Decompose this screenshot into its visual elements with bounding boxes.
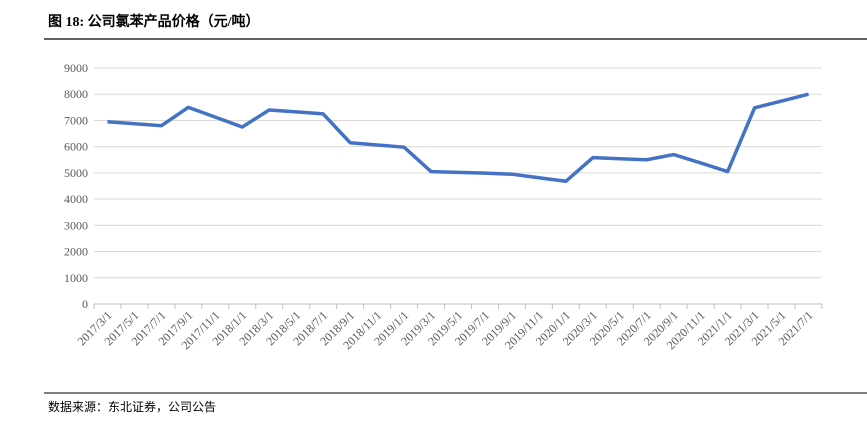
y-tick-label: 4000 [64, 192, 88, 206]
y-tick-label: 9000 [64, 61, 88, 75]
y-tick-label: 3000 [64, 218, 88, 232]
y-tick-label: 6000 [64, 140, 88, 154]
y-tick-label: 7000 [64, 113, 88, 127]
chart-title: 图 18: 公司氯苯产品价格（元/吨） [48, 13, 260, 30]
y-tick-label: 8000 [64, 87, 88, 101]
y-tick-label: 2000 [64, 245, 88, 259]
y-tick-label: 0 [82, 297, 88, 311]
y-tick-label: 1000 [64, 271, 88, 285]
source: 数据来源：东北证券，公司公告 [48, 399, 216, 414]
line [107, 92, 809, 184]
y-tick-label: 5000 [64, 166, 88, 180]
